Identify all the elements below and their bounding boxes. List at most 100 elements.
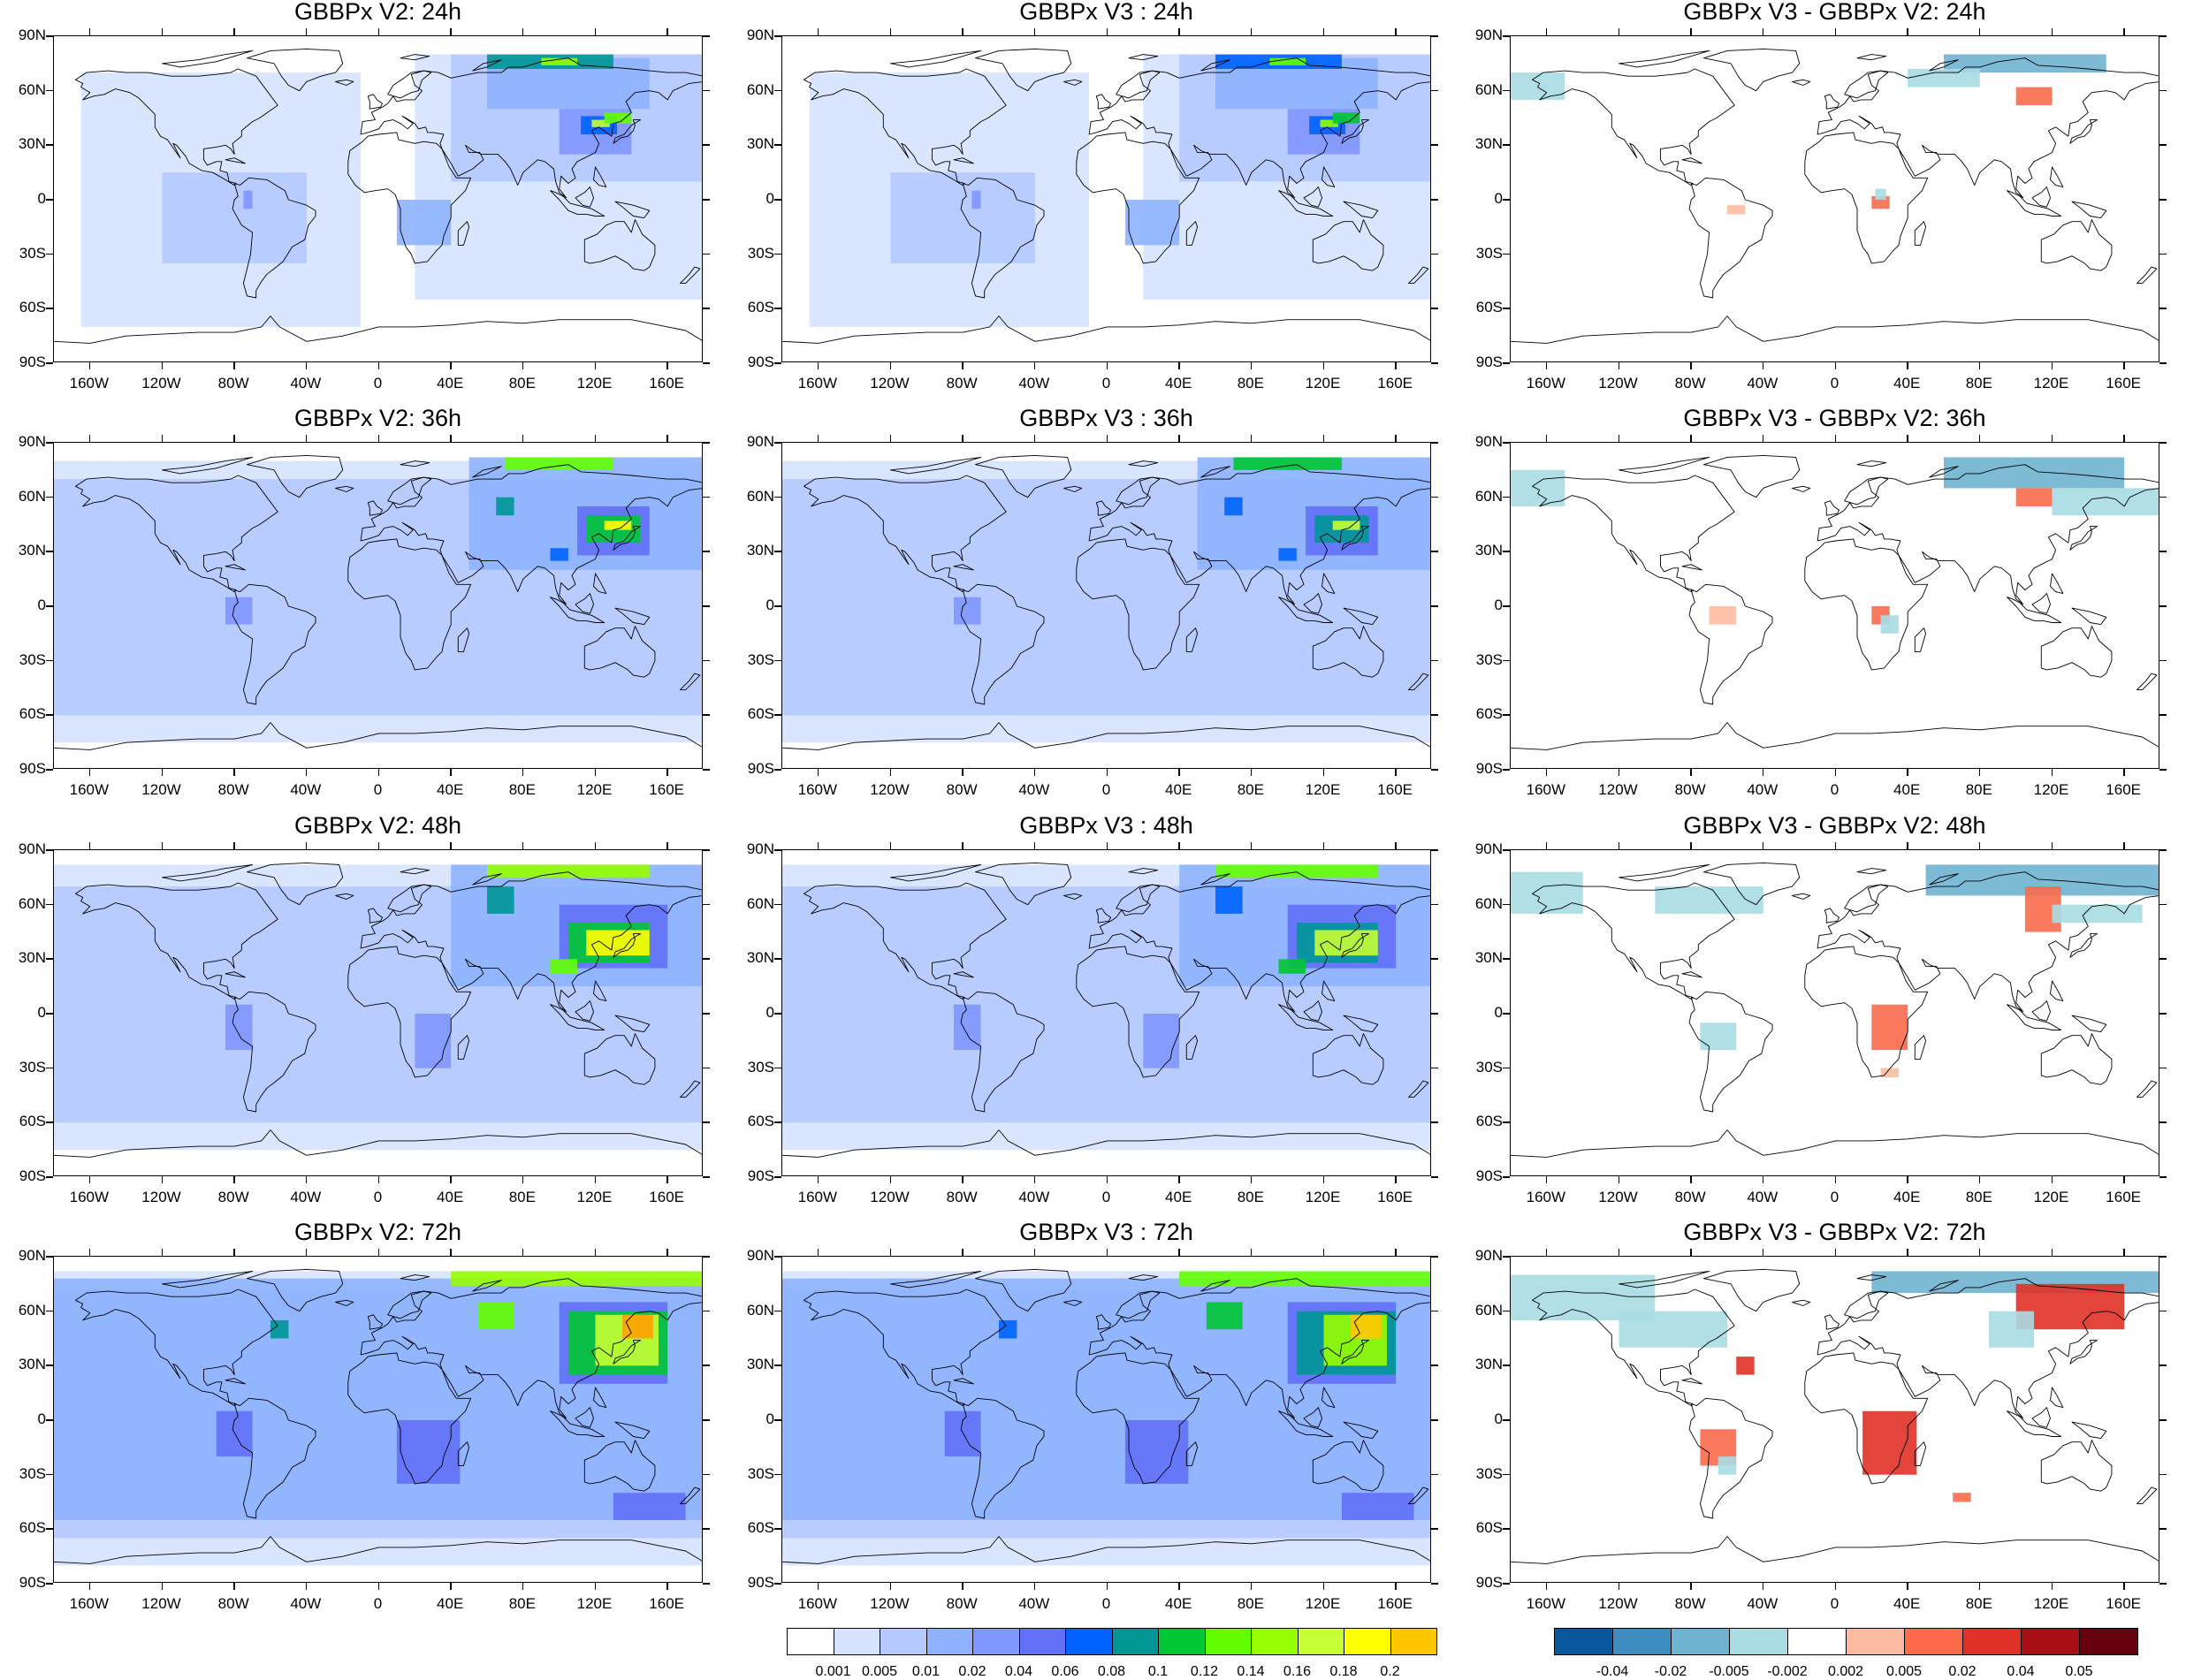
coastline-northAmerica	[1532, 882, 1735, 1000]
coastline-indonesia	[2007, 190, 2062, 217]
labelbar-label: 0.04	[1004, 1664, 1033, 1679]
field-patch	[550, 959, 578, 974]
lat-tick-mark	[46, 89, 53, 92]
lat-tick-label: 60S	[1475, 1519, 1503, 1537]
lon-tick-mark	[1106, 769, 1108, 776]
lat-tick-label: 60N	[1474, 1301, 1503, 1319]
coastline-borneo	[2031, 186, 2051, 208]
lon-tick-mark	[889, 28, 891, 35]
lat-tick-mark	[703, 1473, 710, 1476]
lon-tick-mark	[377, 362, 379, 369]
lon-tick-mark	[1178, 1176, 1180, 1183]
coastline-antarcticaCoast	[1511, 722, 2159, 750]
coastline-borneo	[575, 1407, 594, 1428]
coastline-southAmerica	[960, 177, 1045, 299]
lon-tick-label: 120E	[2033, 781, 2069, 798]
coastline-indonesia	[1278, 1410, 1334, 1437]
lat-tick-mark	[1503, 1310, 1510, 1312]
lat-tick-mark	[46, 551, 53, 552]
coastline-eurasia	[1817, 464, 2159, 605]
lon-tick-mark	[1618, 842, 1619, 849]
lat-tick-mark	[2159, 1583, 2167, 1585]
lat-tick-mark	[46, 199, 53, 201]
lon-tick-mark	[522, 28, 524, 35]
coastline-novaya	[1200, 466, 1230, 478]
lat-tick-label: 90N	[746, 433, 774, 450]
coastline-arcticIslands	[890, 1270, 982, 1289]
coastline-svalbard	[400, 460, 430, 468]
lat-tick-mark	[774, 1419, 781, 1421]
lon-tick-mark	[1178, 362, 1180, 369]
lat-tick-mark	[1503, 308, 1510, 309]
coastline-britain	[1095, 1314, 1112, 1330]
lon-tick-label: 40W	[1018, 1189, 1050, 1205]
lon-tick-mark	[1690, 769, 1692, 776]
lon-tick-mark	[305, 842, 308, 849]
coastline-northAmerica	[804, 68, 1007, 186]
coastline-arcticIslands	[1619, 456, 1710, 475]
lat-tick-mark	[1503, 253, 1510, 255]
lat-tick-mark	[46, 958, 53, 960]
coastline-iceland	[335, 893, 354, 900]
lat-tick-mark	[703, 659, 710, 662]
coastline-australia	[583, 1033, 656, 1085]
lon-tick-mark	[161, 842, 163, 849]
map-panel	[1510, 442, 2159, 769]
lat-tick-mark	[1431, 769, 1438, 771]
lat-tick-mark	[46, 1121, 53, 1123]
lon-tick-mark	[1178, 1249, 1180, 1256]
coastline-scandinavia	[1844, 70, 1889, 99]
field-patch	[1953, 1493, 1971, 1502]
panel-title: GBBPx V3 - GBBPx V2: 72h	[1683, 1219, 1986, 1245]
coastline-cuba	[953, 1378, 974, 1385]
lon-tick-mark	[889, 362, 891, 369]
map-panel	[53, 35, 703, 362]
field-patch	[1341, 1493, 1414, 1521]
field-patch	[591, 119, 610, 127]
lat-tick-label: 90N	[18, 1247, 46, 1264]
coastline-arcticIslands	[162, 863, 254, 882]
lon-tick-mark	[1033, 842, 1036, 849]
field-patch	[1511, 469, 1565, 506]
lon-tick-mark	[377, 842, 379, 849]
lon-tick-label: 80W	[946, 781, 978, 798]
lon-tick-label: 40E	[437, 1595, 464, 1612]
lon-tick-mark	[1106, 1583, 1108, 1590]
lat-tick-label: 60S	[19, 1113, 46, 1130]
coastline-newguinea	[614, 607, 651, 626]
lat-tick-mark	[46, 442, 53, 444]
map-panel	[53, 442, 703, 769]
lon-tick-mark	[1395, 435, 1397, 442]
coastline-africa	[347, 132, 472, 264]
lat-tick-label: 30N	[1474, 1356, 1503, 1373]
coastline-africa	[1076, 1352, 1200, 1485]
lon-tick-label: 160W	[797, 781, 838, 798]
lat-tick-mark	[1503, 659, 1510, 662]
lon-tick-mark	[88, 769, 91, 776]
coastline-scandinavia	[387, 476, 432, 506]
coastline-britain	[367, 908, 384, 924]
coastline-japan	[2069, 1340, 2098, 1365]
field-patch	[1880, 615, 1899, 634]
lon-tick-mark	[1907, 769, 1908, 776]
lat-tick-mark	[2159, 308, 2167, 309]
panel-title: GBBPx V3 : 72h	[1019, 1219, 1193, 1245]
lat-tick-mark	[1431, 1067, 1438, 1069]
lon-tick-mark	[1690, 435, 1692, 442]
lon-tick-mark	[962, 28, 964, 35]
coastline-newzealand	[2136, 266, 2158, 285]
lat-tick-mark	[774, 1121, 781, 1123]
field-patch	[953, 1004, 981, 1051]
lon-tick-mark	[1250, 362, 1253, 369]
lon-tick-label: 160E	[649, 1189, 684, 1205]
coastline-britain	[1095, 94, 1112, 110]
labelbar-swatch	[1962, 1628, 2022, 1655]
lon-tick-mark	[522, 435, 524, 442]
lon-tick-mark	[1545, 1249, 1548, 1256]
lon-tick-mark	[817, 435, 819, 442]
lon-tick-mark	[2051, 362, 2053, 369]
coastline-greenland	[247, 48, 344, 92]
labelbar-swatch	[1251, 1628, 1299, 1655]
field-patch	[396, 200, 452, 246]
lon-tick-mark	[1978, 842, 1981, 849]
